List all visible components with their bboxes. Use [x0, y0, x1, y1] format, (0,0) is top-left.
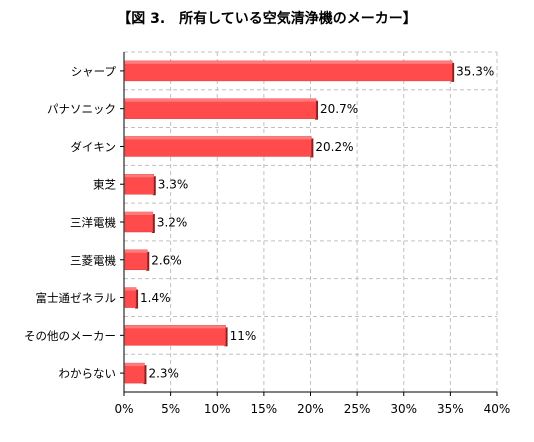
category-label: その他のメーカー [24, 329, 116, 343]
data-label: 35.3% [456, 64, 494, 78]
data-label: 11% [230, 329, 257, 343]
category-label: 三菱電機 [70, 253, 116, 267]
bar-shadow [143, 365, 147, 385]
data-label: 2.3% [148, 367, 179, 381]
bar-shadow [310, 138, 314, 158]
x-tick-label: 40% [484, 402, 511, 416]
x-tick-label: 30% [390, 402, 417, 416]
bar-highlight [125, 174, 154, 178]
bar-shadow [135, 289, 139, 309]
x-tick-label: 20% [297, 402, 324, 416]
data-label: 20.2% [315, 140, 353, 154]
bar-shadow [315, 100, 319, 120]
bar-highlight [125, 136, 312, 140]
x-tick-label: 10% [204, 402, 231, 416]
x-tick-label: 25% [344, 402, 371, 416]
bar-highlight [125, 287, 137, 291]
category-label: パナソニック [47, 102, 116, 116]
bar-highlight [125, 325, 226, 329]
bar-shadow [151, 214, 155, 233]
chart-title: 【図 3. 所有している空気清浄機のメーカー】 [117, 11, 417, 27]
bar-shadow [224, 327, 228, 347]
category-label: ダイキン [70, 140, 116, 154]
bar-highlight [125, 98, 317, 102]
data-label: 1.4% [140, 291, 171, 305]
x-tick-label: 35% [437, 402, 464, 416]
data-label: 3.2% [157, 216, 188, 230]
bar-highlight [125, 212, 153, 215]
x-tick-label: 5% [161, 402, 180, 416]
bar-highlight [125, 363, 145, 367]
category-label: 東芝 [93, 178, 116, 192]
category-label: シャープ [71, 64, 117, 78]
bar-highlight [125, 60, 453, 64]
data-label: 2.6% [151, 253, 182, 267]
bar-highlight [125, 249, 148, 253]
x-tick-label: 0% [114, 402, 133, 416]
bar-shadow [152, 176, 156, 196]
category-label: わからない [59, 367, 117, 381]
data-label: 3.3% [158, 178, 189, 192]
bar-shadow [146, 251, 150, 271]
category-label: 三洋電機 [70, 216, 116, 230]
x-tick-label: 15% [251, 402, 278, 416]
category-label: 富士通ゼネラル [36, 291, 117, 305]
bar-shadow [451, 62, 455, 82]
data-label: 20.7% [320, 102, 358, 116]
